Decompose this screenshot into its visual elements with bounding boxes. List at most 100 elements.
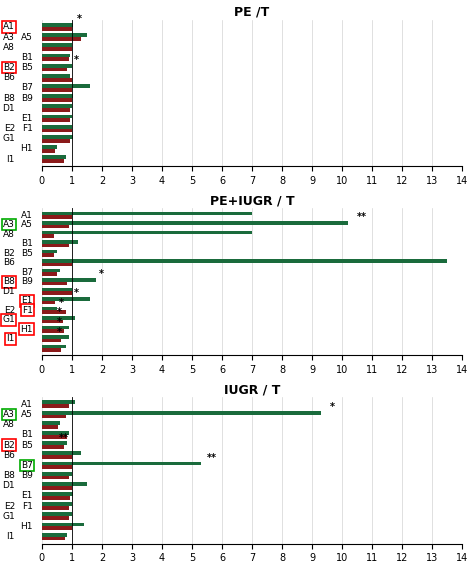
- Bar: [42, 253, 54, 257]
- Title: PE /T: PE /T: [235, 6, 270, 19]
- Bar: [42, 240, 78, 244]
- Bar: [42, 94, 73, 98]
- Text: B7: B7: [21, 267, 33, 277]
- Text: H1: H1: [20, 522, 33, 531]
- Bar: [42, 526, 72, 530]
- Bar: [42, 307, 57, 310]
- Text: B5: B5: [21, 440, 33, 450]
- Bar: [42, 345, 66, 348]
- Text: **: **: [58, 432, 68, 443]
- Bar: [42, 301, 55, 304]
- Title: IUGR / T: IUGR / T: [224, 383, 280, 396]
- Text: G1: G1: [2, 134, 15, 143]
- Text: F1: F1: [22, 124, 33, 133]
- Text: *: *: [57, 307, 62, 318]
- Bar: [42, 451, 81, 455]
- Bar: [42, 53, 71, 57]
- Text: A1: A1: [3, 22, 15, 31]
- Text: G1: G1: [2, 512, 15, 521]
- Bar: [42, 287, 72, 291]
- Bar: [42, 88, 72, 92]
- Bar: [42, 23, 73, 27]
- Bar: [42, 145, 57, 149]
- Text: F1: F1: [22, 306, 33, 315]
- Bar: [42, 335, 69, 339]
- Bar: [42, 212, 252, 215]
- Text: A8: A8: [3, 230, 15, 238]
- Bar: [42, 329, 64, 333]
- Text: B1: B1: [21, 239, 33, 248]
- Text: A5: A5: [21, 32, 33, 42]
- Text: E1: E1: [21, 114, 33, 123]
- Bar: [42, 533, 67, 537]
- Bar: [42, 445, 64, 449]
- Bar: [42, 43, 72, 47]
- Text: *: *: [57, 327, 62, 336]
- Bar: [42, 104, 72, 108]
- Bar: [42, 414, 66, 418]
- Bar: [42, 263, 72, 266]
- Bar: [42, 424, 58, 428]
- Bar: [42, 129, 72, 133]
- Text: B2: B2: [3, 440, 15, 450]
- Bar: [42, 64, 72, 68]
- Bar: [42, 139, 71, 143]
- Text: B7: B7: [21, 84, 33, 92]
- Text: D1: D1: [2, 481, 15, 490]
- Bar: [42, 492, 73, 496]
- Bar: [42, 310, 66, 314]
- Bar: [42, 502, 72, 506]
- Text: B6: B6: [3, 73, 15, 82]
- Bar: [42, 225, 69, 228]
- Bar: [42, 278, 96, 282]
- Text: E1: E1: [21, 296, 33, 305]
- Bar: [42, 461, 201, 465]
- Text: H1: H1: [20, 325, 33, 334]
- Bar: [42, 33, 87, 37]
- Bar: [42, 339, 62, 343]
- Text: E1: E1: [21, 492, 33, 500]
- Text: B8: B8: [3, 93, 15, 102]
- Text: *: *: [58, 298, 64, 308]
- Bar: [42, 405, 69, 408]
- Bar: [42, 114, 72, 118]
- Text: B8: B8: [3, 277, 15, 286]
- Text: D1: D1: [2, 287, 15, 296]
- Bar: [42, 118, 71, 122]
- Bar: [42, 455, 72, 459]
- Bar: [42, 486, 72, 489]
- Text: E2: E2: [4, 306, 15, 315]
- Text: A3: A3: [3, 410, 15, 419]
- Bar: [42, 159, 64, 163]
- Bar: [42, 125, 72, 129]
- Bar: [42, 221, 348, 225]
- Text: **: **: [357, 212, 367, 222]
- Text: E2: E2: [4, 124, 15, 133]
- Bar: [42, 108, 71, 112]
- Text: B9: B9: [21, 471, 33, 480]
- Text: A5: A5: [21, 220, 33, 229]
- Bar: [42, 230, 252, 234]
- Bar: [42, 348, 62, 352]
- Bar: [42, 421, 60, 424]
- Text: *: *: [76, 14, 82, 24]
- Bar: [42, 431, 69, 435]
- Bar: [42, 435, 67, 439]
- Bar: [42, 537, 65, 541]
- Bar: [42, 441, 67, 445]
- Bar: [42, 37, 81, 41]
- Bar: [42, 78, 72, 81]
- Bar: [42, 135, 73, 139]
- Title: PE+IUGR / T: PE+IUGR / T: [210, 194, 294, 207]
- Bar: [42, 68, 67, 72]
- Text: A8: A8: [3, 420, 15, 429]
- Text: E2: E2: [4, 502, 15, 510]
- Bar: [42, 316, 75, 320]
- Text: B5: B5: [21, 63, 33, 72]
- Text: A3: A3: [3, 32, 15, 42]
- Bar: [42, 244, 69, 248]
- Text: B8: B8: [3, 471, 15, 480]
- Bar: [42, 47, 72, 51]
- Text: A3: A3: [3, 220, 15, 229]
- Bar: [42, 155, 66, 159]
